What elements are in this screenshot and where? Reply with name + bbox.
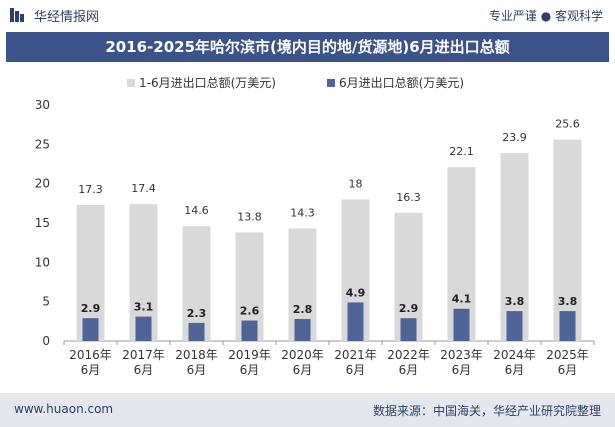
data-label-june: 2.6 [240,305,260,318]
x-tick-label: 6月 [81,363,101,377]
footer-source: 数据来源：中国海关，华经产业研究院整理 [372,404,601,418]
data-label-total: 17.4 [131,182,156,195]
bar-june [453,308,470,341]
x-tick-label: 2019年 [228,348,271,362]
data-label-total: 18 [349,177,363,190]
x-tick-label: 2018年 [175,348,218,362]
x-tick-label: 6月 [399,363,419,377]
y-tick-label: 30 [35,98,50,112]
data-label-total: 25.6 [555,118,580,131]
data-label-june: 2.9 [81,302,101,315]
data-label-total: 13.8 [237,210,262,223]
x-tick-label: 6月 [240,363,260,377]
x-tick-label: 6月 [558,363,578,377]
bar-total [182,226,211,341]
bar-total [553,139,582,341]
bar-total [500,152,529,341]
logo-icon [10,8,24,22]
y-tick-label: 10 [35,255,50,269]
data-label-june: 4.9 [346,286,366,299]
legend-label-0: 1-6月进出口总额(万美元) [139,76,276,90]
x-tick-label: 2023年 [440,348,483,362]
chart-title: 2016-2025年哈尔滨市(境内目的地/货源地)6月进出口总额 [105,38,510,56]
data-label-total: 14.3 [290,207,315,220]
top-bar: 华经情报网 专业严谨 ● 客观科学 [0,0,615,30]
bar-june [506,311,523,341]
bar-june [241,320,258,341]
y-tick-label: 0 [42,334,50,348]
x-tick-label: 2017年 [122,348,165,362]
x-tick-label: 2025年 [546,348,589,362]
legend-swatch-1 [327,79,335,87]
data-label-june: 2.9 [399,302,419,315]
data-label-june: 2.3 [187,307,207,320]
data-label-total: 23.9 [502,131,527,144]
brand-name: 华经情报网 [34,10,100,25]
legend-label-1: 6月进出口总额(万美元) [339,76,464,90]
y-tick-label: 20 [35,177,50,191]
bar-june [347,302,364,341]
bar-june [400,318,417,341]
bar-chart: 1-6月进出口总额(万美元) 6月进出口总额(万美元) 0 5 10 15 20 25 30 17… [35,76,595,377]
bar-june [188,322,205,341]
tagline: 专业严谨 ● 客观科学 [488,9,603,23]
bar-june [82,318,99,341]
bar-june [294,318,311,341]
x-tick-label: 6月 [452,363,472,377]
data-label-june: 2.8 [293,303,313,316]
bar-june [559,311,576,341]
x-tick-label: 6月 [293,363,313,377]
x-tick-label: 6月 [134,363,154,377]
footer: www.huaon.com 数据来源：中国海关，华经产业研究院整理 [0,393,615,427]
x-tick-label: 2016年 [69,348,112,362]
x-tick-label: 2024年 [493,348,536,362]
footer-url[interactable]: www.huaon.com [14,402,114,416]
legend-swatch-0 [127,79,135,87]
x-tick-label: 6月 [187,363,207,377]
y-tick-label: 5 [42,295,50,309]
title-bar: 2016-2025年哈尔滨市(境内目的地/货源地)6月进出口总额 [6,32,609,62]
data-label-june: 3.1 [134,301,154,314]
data-label-total: 16.3 [396,191,421,204]
x-tick-label: 6月 [505,363,525,377]
data-label-june: 3.8 [558,295,578,308]
data-label-total: 17.3 [78,183,103,196]
data-label-june: 3.8 [505,295,525,308]
x-tick-label: 6月 [346,363,366,377]
y-tick-label: 25 [35,137,50,151]
x-tick-label: 2020年 [281,348,324,362]
data-label-total: 14.6 [184,204,209,217]
y-tick-label: 15 [35,216,50,230]
data-label-june: 4.1 [452,293,472,306]
x-tick-label: 2021年 [334,348,377,362]
bar-june [135,316,152,341]
x-tick-label: 2022年 [387,348,430,362]
data-label-total: 22.1 [449,145,474,158]
